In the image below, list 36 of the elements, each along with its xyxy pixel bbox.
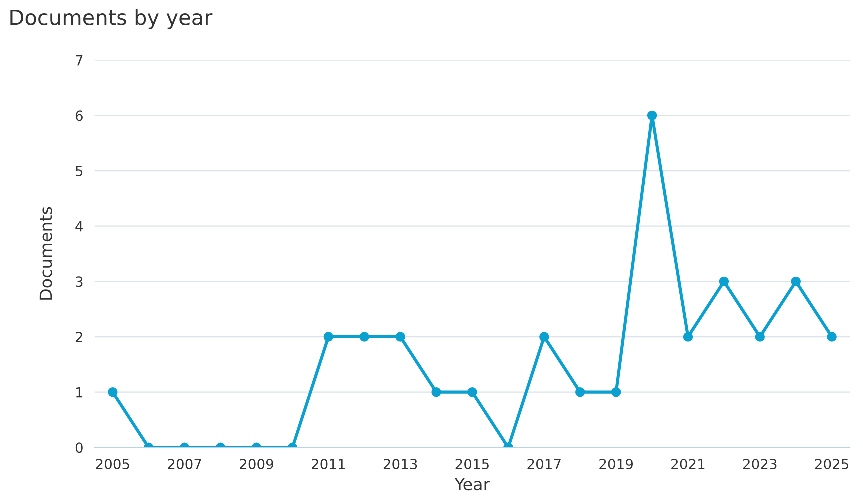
x-tick-label: 2017 — [528, 459, 561, 470]
x-tick-label: 2011 — [312, 459, 346, 470]
y-tick-label: 3 — [76, 276, 83, 288]
point — [468, 387, 478, 398]
point — [791, 276, 801, 287]
y-tick-label: 4 — [76, 222, 84, 232]
point — [324, 332, 334, 342]
x-tick-label: 2007 — [168, 459, 202, 470]
y-tick-label: 1 — [76, 387, 83, 398]
y-tick-label: 0 — [76, 442, 83, 454]
y-axis-title: Documents — [40, 207, 52, 300]
x-tick-label: 2015 — [456, 459, 489, 470]
x-tick-label: 2009 — [240, 459, 274, 470]
point — [576, 387, 586, 398]
y-tick-label: 2 — [76, 332, 82, 342]
point — [108, 387, 118, 398]
point — [827, 332, 837, 342]
y-tick-label: 7 — [76, 56, 83, 66]
point — [396, 332, 406, 342]
x-tick-label: 2005 — [96, 459, 130, 470]
x-axis-title: Year — [454, 478, 490, 491]
y-tick-label: 5 — [76, 166, 83, 176]
chart-title: Documents by year — [10, 9, 213, 30]
point — [360, 332, 370, 342]
point — [683, 332, 694, 342]
x-tick-label: 2025 — [815, 459, 849, 470]
point — [719, 276, 730, 287]
x-tick-label: 2013 — [384, 459, 418, 470]
x-tick-label: 2019 — [600, 459, 634, 470]
y-tick-label: 6 — [76, 110, 83, 122]
x-tick-label: 2023 — [744, 459, 777, 470]
point — [432, 387, 442, 398]
point — [755, 332, 766, 342]
point — [611, 387, 622, 398]
point — [540, 332, 550, 342]
x-tick-label: 2021 — [672, 459, 705, 470]
